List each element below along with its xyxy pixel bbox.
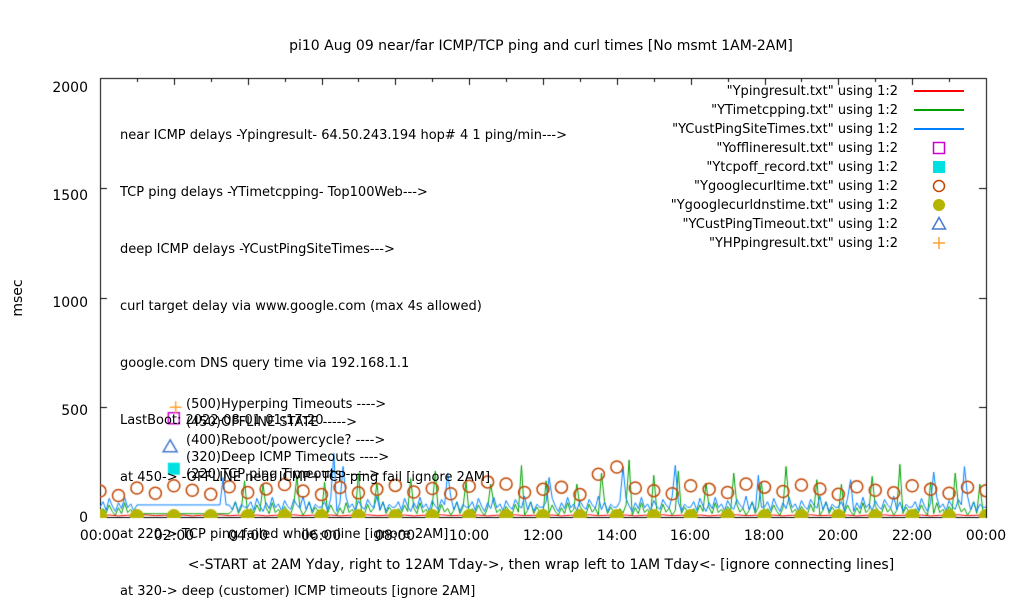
x-tick-label: 06:00 — [300, 528, 342, 544]
x-tick-label: 08:00 — [374, 528, 416, 544]
x-tick-label: 04:00 — [227, 528, 269, 544]
annotation-line: near ICMP delays -Ypingresult- 64.50.243… — [120, 128, 567, 143]
legend-row: "Ygooglecurldnstime.txt" using 1:2 — [671, 197, 968, 213]
legend-row: "Ygooglecurltime.txt" using 1:2 — [694, 178, 968, 194]
annotation-line: curl target delay via www.google.com (ma… — [120, 299, 482, 314]
legend-row: "Ytcpoff_record.txt" using 1:2 — [706, 159, 968, 175]
x-tick-label: 14:00 — [596, 528, 638, 544]
annotation-line: deep ICMP delays -YCustPingSiteTimes---> — [120, 242, 395, 257]
x-tick-label: 02:00 — [153, 528, 195, 544]
x-tick-label: 12:00 — [522, 528, 564, 544]
legend-row: "Yofflineresult.txt" using 1:2 — [716, 140, 968, 156]
marker-note: (400)Reboot/powercycle? ----> — [186, 433, 386, 448]
legend-label: "Ypingresult.txt" using 1:2 — [726, 83, 898, 99]
legend-row: "YCustPingTimeout.txt" using 1:2 — [683, 216, 968, 232]
legend-label: "YCustPingSiteTimes.txt" using 1:2 — [672, 121, 898, 137]
chart-title: pi10 Aug 09 near/far ICMP/TCP ping and c… — [289, 38, 793, 54]
legend-label: "YTimetcpping.txt" using 1:2 — [711, 102, 898, 118]
legend-sample-triangle-icon — [910, 216, 968, 232]
legend-label: "Yofflineresult.txt" using 1:2 — [716, 140, 898, 156]
legend-sample-square-icon — [910, 159, 968, 175]
legend-sample-circle-icon — [910, 178, 968, 194]
legend-sample-circle-icon — [910, 197, 968, 213]
x-tick-label: 16:00 — [669, 528, 711, 544]
x-tick-label: 22:00 — [891, 528, 933, 544]
annotation-line: at 220-> TCP ping failed while online [i… — [120, 527, 449, 542]
x-tick-label: 00:00 — [965, 528, 1007, 544]
annotation-line: google.com DNS query time via 192.168.1.… — [120, 356, 410, 371]
legend-sample-plus-icon — [910, 235, 968, 251]
legend-label: "YHPpingresult.txt" using 1:2 — [709, 235, 898, 251]
y-tick-label: 500 — [61, 403, 88, 419]
y-tick-label: 0 — [79, 510, 88, 526]
legend-sample-line-icon — [910, 83, 968, 99]
legend-label: "YCustPingTimeout.txt" using 1:2 — [682, 216, 898, 232]
legend-row: "YCustPingSiteTimes.txt" using 1:2 — [672, 121, 968, 137]
annotation-line: at 320-> deep (customer) ICMP timeouts [… — [120, 584, 476, 599]
x-tick-label: 10:00 — [448, 528, 490, 544]
legend-sample-square-icon — [910, 140, 968, 156]
legend-row: "Ypingresult.txt" using 1:2 — [727, 83, 968, 99]
annotation-line: LastBoot: 2022-08-01 01:17:20 — [120, 413, 324, 428]
marker-note: (320)Deep ICMP Timeouts ----> — [186, 450, 390, 465]
annotation-block: near ICMP delays -Ypingresult- 64.50.243… — [120, 88, 567, 600]
y-axis-label: msec — [10, 279, 26, 317]
x-tick-label: 18:00 — [743, 528, 785, 544]
x-tick-label: 20:00 — [817, 528, 859, 544]
legend-label: "Ygooglecurltime.txt" using 1:2 — [694, 178, 898, 194]
y-tick-label: 1500 — [52, 188, 88, 204]
legend-label: "Ytcpoff_record.txt" using 1:2 — [706, 159, 898, 175]
annotation-line: TCP ping delays -YTimetcpping- Top100Web… — [120, 185, 428, 200]
marker-note: (500)Hyperping Timeouts ----> — [186, 397, 387, 412]
x-axis-caption: <-START at 2AM Yday, right to 12AM Tday-… — [187, 557, 895, 573]
marker-note: (450)OFFLINE STATE -----> — [186, 415, 357, 430]
legend-label: "Ygooglecurldnstime.txt" using 1:2 — [670, 197, 898, 213]
legend-sample-line-icon — [910, 102, 968, 118]
marker-note: (220)TCP ping Timeouts -----> — [186, 467, 381, 482]
y-tick-label: 1000 — [52, 295, 88, 311]
legend-row: "YHPpingresult.txt" using 1:2 — [709, 235, 968, 251]
legend-sample-line-icon — [910, 121, 968, 137]
y-tick-label: 2000 — [52, 80, 88, 96]
x-tick-label: 00:00 — [79, 528, 121, 544]
annotation-line: at 450-> -OFFLINE near ICMP+TCP ping fai… — [120, 470, 491, 485]
legend-row: "YTimetcpping.txt" using 1:2 — [711, 102, 968, 118]
